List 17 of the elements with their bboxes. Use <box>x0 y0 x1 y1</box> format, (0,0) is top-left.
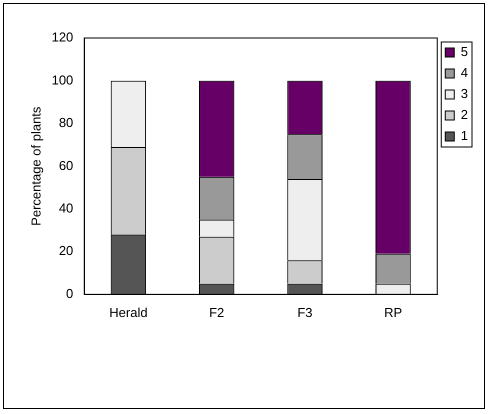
legend-label: 1 <box>460 128 468 144</box>
y-tick-label: 120 <box>52 30 74 45</box>
y-tick-label: 20 <box>58 243 74 258</box>
x-tick-label: RP <box>384 304 402 320</box>
legend-label: 4 <box>460 65 468 80</box>
x-tick-label: F3 <box>297 304 312 320</box>
y-tick-label: 100 <box>52 72 74 88</box>
y-tick-label: 60 <box>58 158 74 173</box>
y-tick-label: 0 <box>66 286 74 301</box>
x-tick-label: Herald <box>109 304 148 320</box>
legend-label: 3 <box>460 86 468 102</box>
y-tick-label: 80 <box>58 115 74 130</box>
y-tick-label: 40 <box>58 200 74 216</box>
y-axis-title: Percentage of plants <box>28 106 44 226</box>
x-tick-label: F2 <box>209 304 224 320</box>
legend-label: 5 <box>460 44 468 60</box>
legend-label: 2 <box>460 107 468 122</box>
